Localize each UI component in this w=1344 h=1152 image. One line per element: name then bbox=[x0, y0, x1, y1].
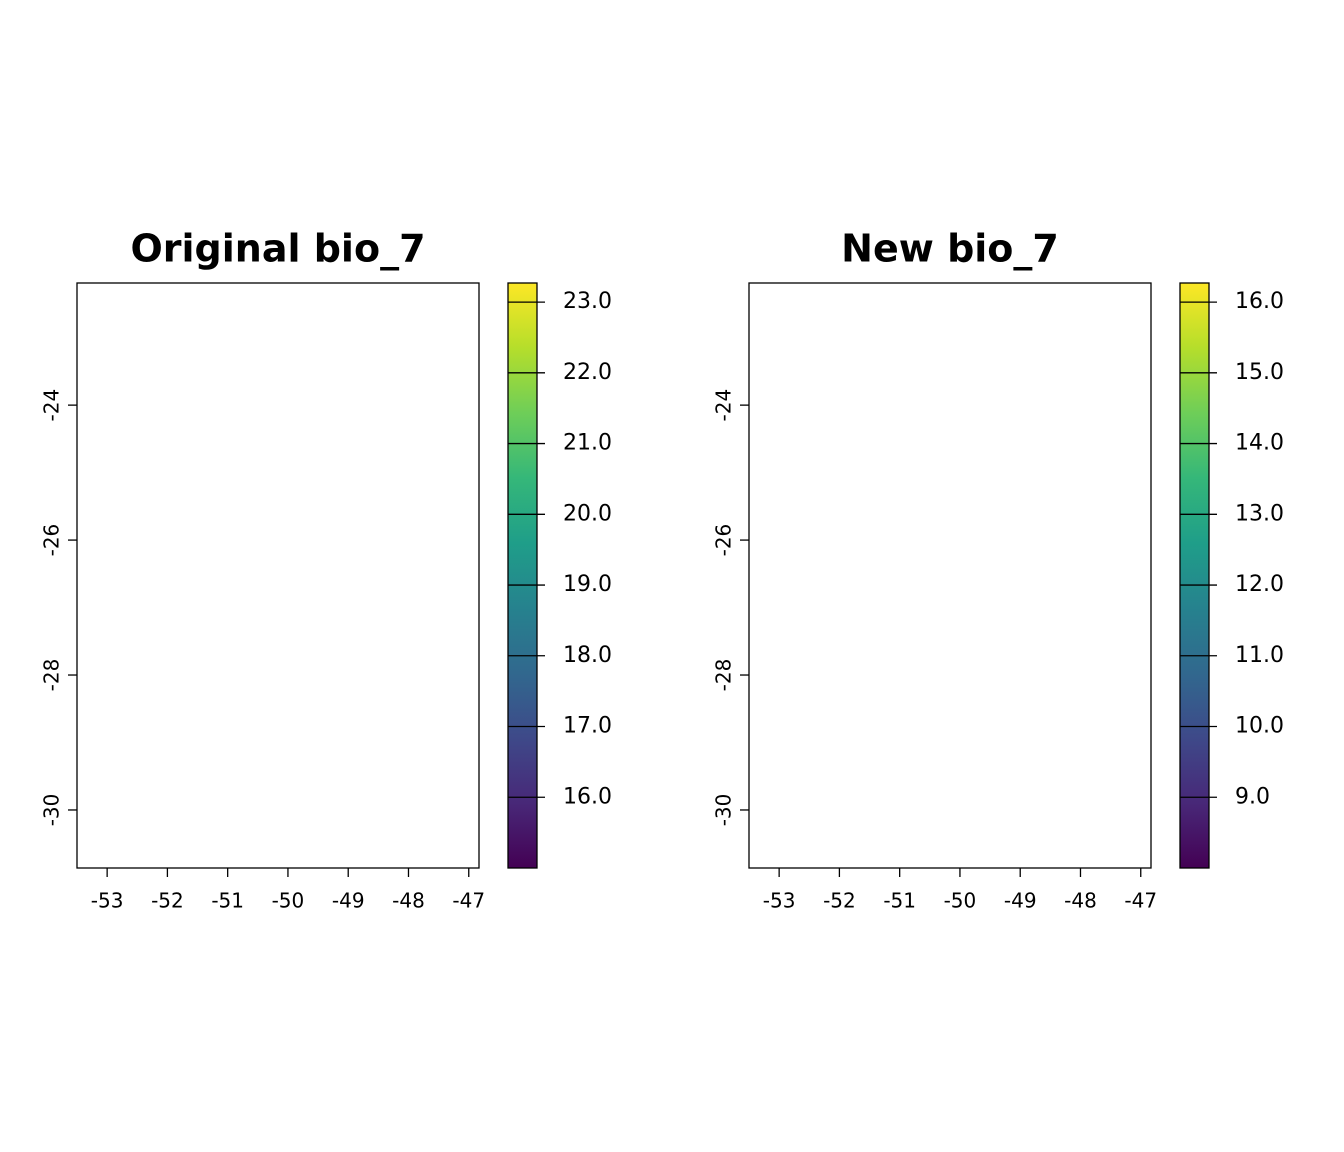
colorbar-tick-label: 15.0 bbox=[1235, 360, 1284, 385]
panel: Original bio_7 -53 -52 -51 -50 -49 -48 -47 -24 -2… bbox=[40, 227, 612, 913]
panel-title: New bio_7 bbox=[841, 227, 1059, 271]
colorbar-tick-label: 20.0 bbox=[563, 501, 612, 526]
colorbar-tick-label: 23.0 bbox=[563, 289, 612, 314]
colorbar-tick-label: 17.0 bbox=[563, 714, 612, 739]
x-tick-label: -50 bbox=[272, 889, 305, 913]
colorbar-tick-label: 21.0 bbox=[563, 431, 612, 456]
y-tick-label: -24 bbox=[40, 389, 64, 422]
y-tick-label: -26 bbox=[40, 524, 64, 557]
x-tick-label: -52 bbox=[151, 889, 184, 913]
y-tick-label: -24 bbox=[712, 389, 736, 422]
y-tick-label: -28 bbox=[40, 659, 64, 692]
y-tick-label: -30 bbox=[40, 794, 64, 827]
colorbar-tick-label: 16.0 bbox=[1235, 289, 1284, 314]
x-tick-label: -53 bbox=[91, 889, 124, 913]
plot-frame bbox=[748, 282, 1152, 869]
x-tick-label: -53 bbox=[763, 889, 796, 913]
y-tick-label: -26 bbox=[712, 524, 736, 557]
x-tick-label: -51 bbox=[883, 889, 916, 913]
x-tick-label: -49 bbox=[332, 889, 365, 913]
colorbar-tick-label: 16.0 bbox=[563, 784, 612, 809]
colorbar-tick-label: 19.0 bbox=[563, 572, 612, 597]
x-tick-label: -48 bbox=[392, 889, 425, 913]
colorbar-tick-label: 18.0 bbox=[563, 643, 612, 668]
colorbar bbox=[1179, 282, 1210, 869]
panel-title: Original bio_7 bbox=[130, 227, 425, 271]
plot-frame bbox=[76, 282, 480, 869]
y-tick-label: -28 bbox=[712, 659, 736, 692]
panel: New bio_7 -53 -52 -51 -50 -49 -48 -47 -24 -26 -28 -… bbox=[712, 227, 1284, 913]
x-tick-label: -50 bbox=[944, 889, 977, 913]
colorbar-tick-label: 22.0 bbox=[563, 360, 612, 385]
colorbar-tick-label: 10.0 bbox=[1235, 714, 1284, 739]
colorbar bbox=[507, 282, 538, 869]
y-tick-label: -30 bbox=[712, 794, 736, 827]
x-tick-label: -47 bbox=[452, 889, 485, 913]
colorbar-tick-label: 9.0 bbox=[1235, 784, 1270, 809]
colorbar-tick-label: 12.0 bbox=[1235, 572, 1284, 597]
x-tick-label: -47 bbox=[1124, 889, 1157, 913]
x-tick-label: -49 bbox=[1004, 889, 1037, 913]
colorbar-tick-label: 14.0 bbox=[1235, 431, 1284, 456]
x-tick-label: -52 bbox=[823, 889, 856, 913]
x-tick-label: -48 bbox=[1064, 889, 1097, 913]
x-tick-label: -51 bbox=[211, 889, 244, 913]
colorbar-tick-label: 13.0 bbox=[1235, 501, 1284, 526]
colorbar-tick-label: 11.0 bbox=[1235, 643, 1284, 668]
